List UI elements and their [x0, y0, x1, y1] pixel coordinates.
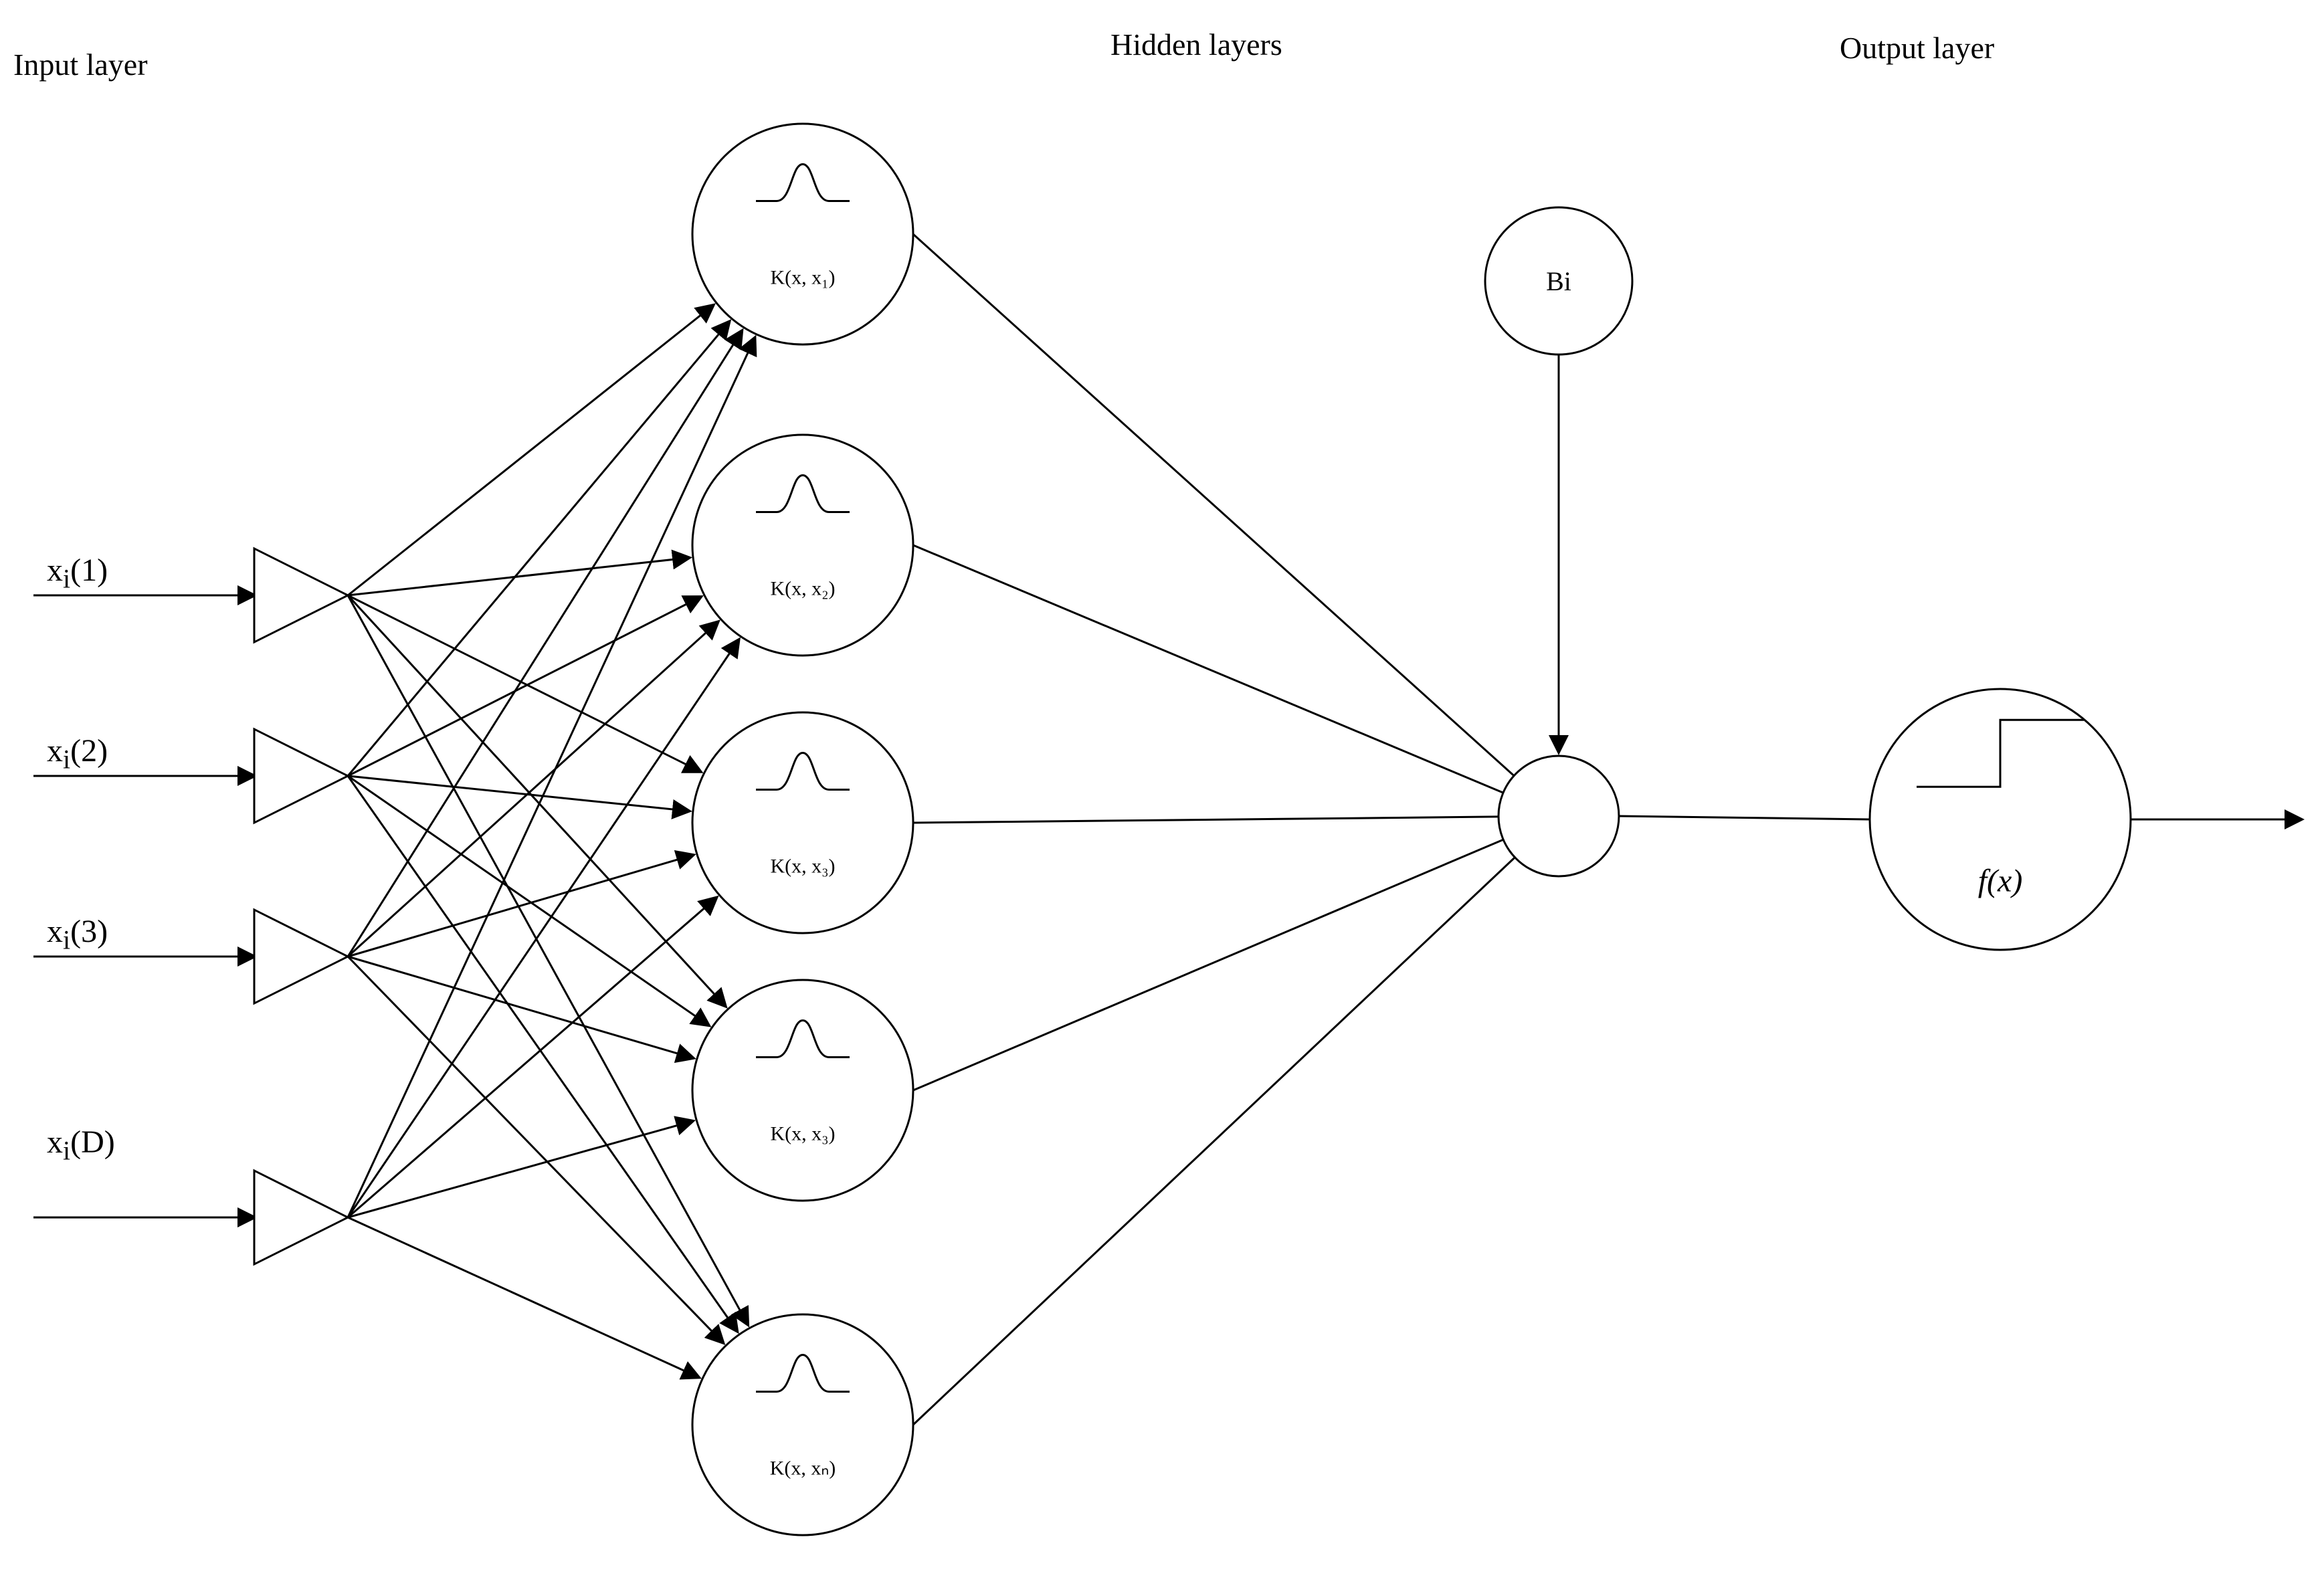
- input-label-in1: xi(1): [47, 552, 108, 595]
- summation-node: [1498, 756, 1619, 876]
- edge-in3-h2: [348, 622, 718, 957]
- edge-h4-sum: [913, 839, 1503, 1090]
- hidden-node-label-h4: K(x, x₃): [770, 1122, 835, 1144]
- hidden-node-h5: [692, 1314, 913, 1535]
- edge-inD-h5: [348, 1217, 698, 1377]
- input-node-in1: [254, 549, 348, 642]
- input-node-in2: [254, 729, 348, 823]
- hidden-node-h2: [692, 435, 913, 656]
- input-node-in3: [254, 910, 348, 1003]
- input-layer-label: Input layer: [13, 47, 148, 82]
- edge-h1-sum: [913, 234, 1514, 776]
- hidden-node-h3: [692, 712, 913, 933]
- edge-in3-h4: [348, 957, 693, 1058]
- edge-h2-sum: [913, 545, 1503, 793]
- input-label-in2: xi(2): [47, 732, 108, 775]
- edge-sum-output: [1619, 816, 1870, 819]
- edge-in3-h5: [348, 957, 723, 1342]
- input-label-inD: xi(D): [47, 1124, 115, 1167]
- edge-in2-h4: [348, 776, 708, 1025]
- hidden-node-label-h1: K(x, x₁): [770, 266, 835, 288]
- hidden-node-h4: [692, 980, 913, 1201]
- input-node-inD: [254, 1171, 348, 1264]
- edge-inD-h4: [348, 1121, 692, 1217]
- edge-in3-h1: [348, 331, 742, 957]
- edge-h5-sum: [913, 858, 1515, 1425]
- hidden-node-label-h2: K(x, x₂): [770, 577, 835, 599]
- input-label-in3: xi(3): [47, 913, 108, 956]
- hidden-node-h1: [692, 124, 913, 344]
- edge-in1-h3: [348, 595, 700, 772]
- output-layer-label: Output layer: [1840, 30, 1994, 66]
- edge-in3-h3: [348, 855, 693, 957]
- bias-node-label: Bi: [1546, 266, 1571, 296]
- hidden-node-label-h5: K(x, xₙ): [770, 1457, 836, 1479]
- edge-in1-h1: [348, 305, 713, 595]
- output-node-label: f(x): [1978, 863, 2023, 898]
- hidden-layer-label: Hidden layers: [1110, 27, 1282, 62]
- svm-network-diagram: K(x, x₁) K(x, x₂) K(x, x₃) K(x, x₃) K(x, xₙ)…: [0, 0, 2324, 1594]
- edge-h3-sum: [913, 817, 1498, 823]
- hidden-node-label-h3: K(x, x₃): [770, 855, 835, 877]
